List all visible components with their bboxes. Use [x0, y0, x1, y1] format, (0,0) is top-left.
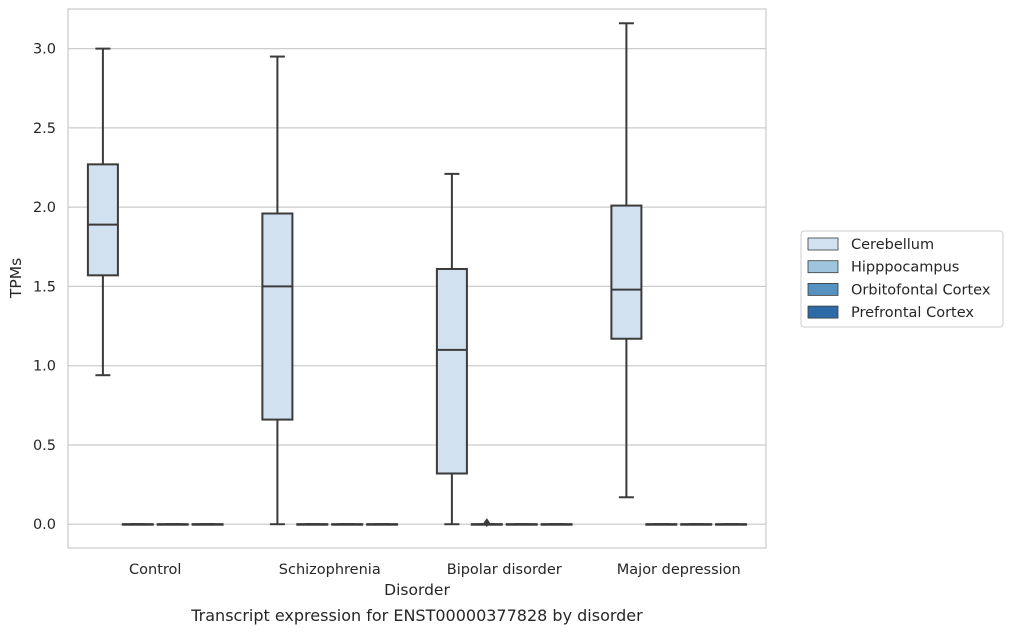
box-body: [435, 267, 468, 475]
box-prefrontal-cortex: [191, 523, 224, 526]
box-hipppocampus: [121, 523, 154, 526]
box-prefrontal-cortex: [540, 523, 573, 526]
outlier-point: [483, 518, 490, 528]
grid-lines: [68, 48, 766, 525]
y-tick-label: 3.0: [33, 42, 56, 58]
box-prefrontal-cortex: [715, 523, 748, 526]
box-cerebellum: [86, 47, 119, 377]
box-hipppocampus: [645, 523, 678, 526]
box-body: [261, 212, 294, 421]
x-tick-label: Schizophrenia: [279, 562, 381, 578]
y-tick-labels: 0.0 0.5 1.0 1.5 2.0 2.5 3.0: [33, 42, 56, 534]
y-tick-label: 2.5: [33, 121, 56, 137]
box-orbitofontal-cortex: [331, 523, 364, 526]
y-tick-label: 1.5: [33, 279, 56, 295]
y-tick-label: 1.0: [33, 359, 56, 375]
legend-swatch: [807, 237, 839, 251]
box-body: [86, 163, 119, 277]
legend-label: Orbitofontal Cortex: [851, 282, 991, 298]
legend-frame: [800, 230, 1004, 328]
box-orbitofontal-cortex: [505, 523, 538, 526]
x-tick-label: Bipolar disorder: [447, 562, 562, 578]
legend-swatch: [807, 260, 839, 274]
x-tick-label: Control: [129, 562, 181, 578]
box-prefrontal-cortex: [366, 523, 399, 526]
box-body: [610, 204, 643, 340]
box-hipppocampus: [470, 518, 503, 528]
box-cerebellum: [610, 22, 643, 499]
legend-swatch: [807, 282, 839, 296]
box-orbitofontal-cortex: [156, 523, 189, 526]
box-orbitofontal-cortex: [680, 523, 713, 526]
legend-label: Prefrontal Cortex: [851, 305, 974, 321]
legend-label: Cerebellum: [851, 237, 934, 253]
y-tick-label: 2.0: [33, 200, 56, 216]
legend: Cerebellum Hipppocampus Orbitofontal Corte…: [800, 230, 1004, 328]
box-hipppocampus: [296, 523, 329, 526]
y-tick-label: 0.5: [33, 438, 56, 454]
y-axis-label: TPMs: [7, 258, 25, 299]
legend-label: Hipppocampus: [851, 260, 959, 276]
legend-swatch: [807, 305, 839, 319]
plot-frame: [67, 8, 767, 549]
boxes: [86, 22, 748, 528]
x-tick-labels: Control Schizophrenia Bipolar disorder Majo…: [129, 562, 741, 578]
legend-items: Cerebellum Hipppocampus Orbitofontal Corte…: [807, 237, 991, 321]
y-tick-label: 0.0: [33, 517, 56, 533]
chart-caption: Transcript expression for ENST0000037782…: [191, 606, 643, 625]
box-cerebellum: [435, 172, 468, 526]
x-axis-label: Disorder: [384, 581, 450, 599]
x-tick-label: Major depression: [617, 562, 741, 578]
box-cerebellum: [261, 55, 294, 526]
